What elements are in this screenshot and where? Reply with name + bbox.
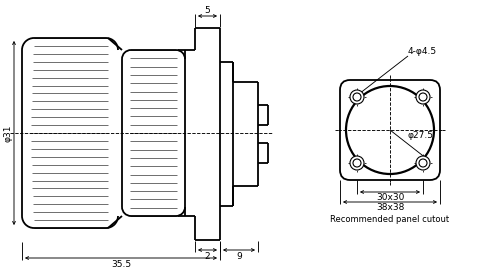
Text: 4-φ4.5: 4-φ4.5	[408, 47, 437, 56]
Circle shape	[419, 93, 427, 101]
Text: 9: 9	[236, 252, 242, 261]
Circle shape	[419, 159, 427, 167]
Text: 5: 5	[205, 6, 210, 15]
Text: Recommended panel cutout: Recommended panel cutout	[330, 215, 450, 224]
Text: 35.5: 35.5	[111, 260, 131, 269]
Circle shape	[346, 86, 434, 174]
Text: φ31: φ31	[4, 124, 13, 142]
Circle shape	[416, 156, 430, 170]
Text: 38x38: 38x38	[376, 203, 404, 212]
Circle shape	[353, 93, 361, 101]
Circle shape	[353, 159, 361, 167]
Circle shape	[416, 90, 430, 104]
Text: 2: 2	[205, 252, 210, 261]
FancyBboxPatch shape	[340, 80, 440, 180]
Circle shape	[350, 90, 364, 104]
Circle shape	[350, 156, 364, 170]
Text: 30x30: 30x30	[376, 193, 404, 202]
Text: φ27.5: φ27.5	[407, 131, 434, 140]
